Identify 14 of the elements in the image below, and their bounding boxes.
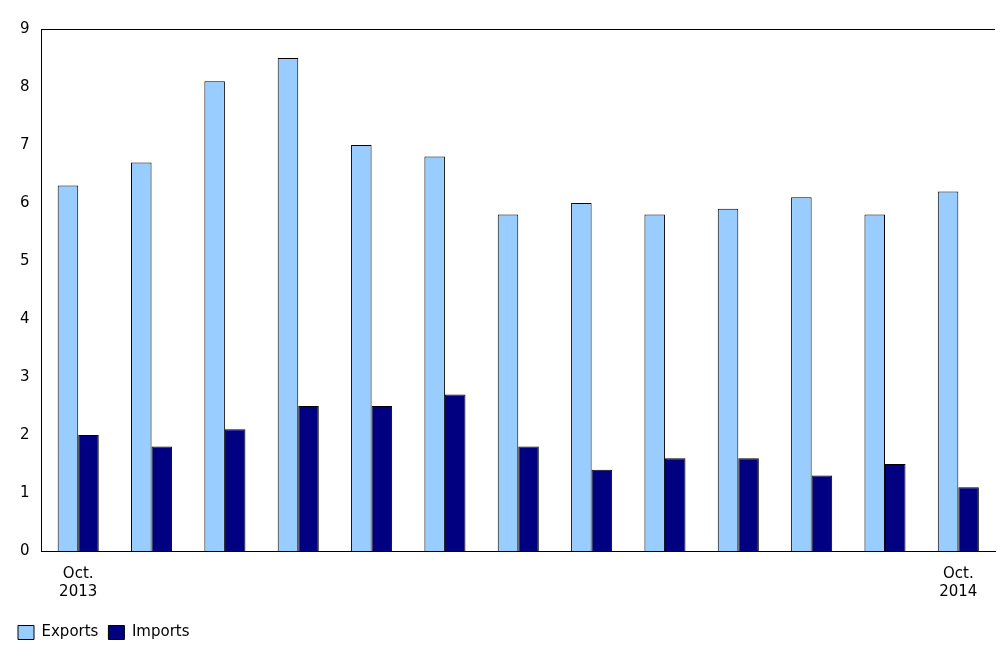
legend-label: Imports bbox=[131, 622, 190, 641]
y-tick-label: 9 bbox=[20, 18, 30, 37]
y-tick-label: 8 bbox=[20, 76, 30, 95]
y-tick-label: 5 bbox=[20, 250, 30, 269]
x-tick-label: Oct. 2014 bbox=[939, 563, 978, 600]
y-tick-label: 4 bbox=[20, 308, 30, 327]
y-tick-label: 3 bbox=[20, 366, 30, 385]
y-tick-label: 2 bbox=[20, 424, 30, 443]
y-tick-label: 1 bbox=[20, 482, 30, 501]
y-tick-label: 0 bbox=[20, 540, 30, 559]
legend-label: Exports bbox=[41, 622, 99, 641]
x-tick-label: Oct. 2013 bbox=[59, 563, 98, 600]
y-tick-label: 6 bbox=[20, 192, 30, 211]
y-tick-label: 7 bbox=[20, 134, 30, 153]
